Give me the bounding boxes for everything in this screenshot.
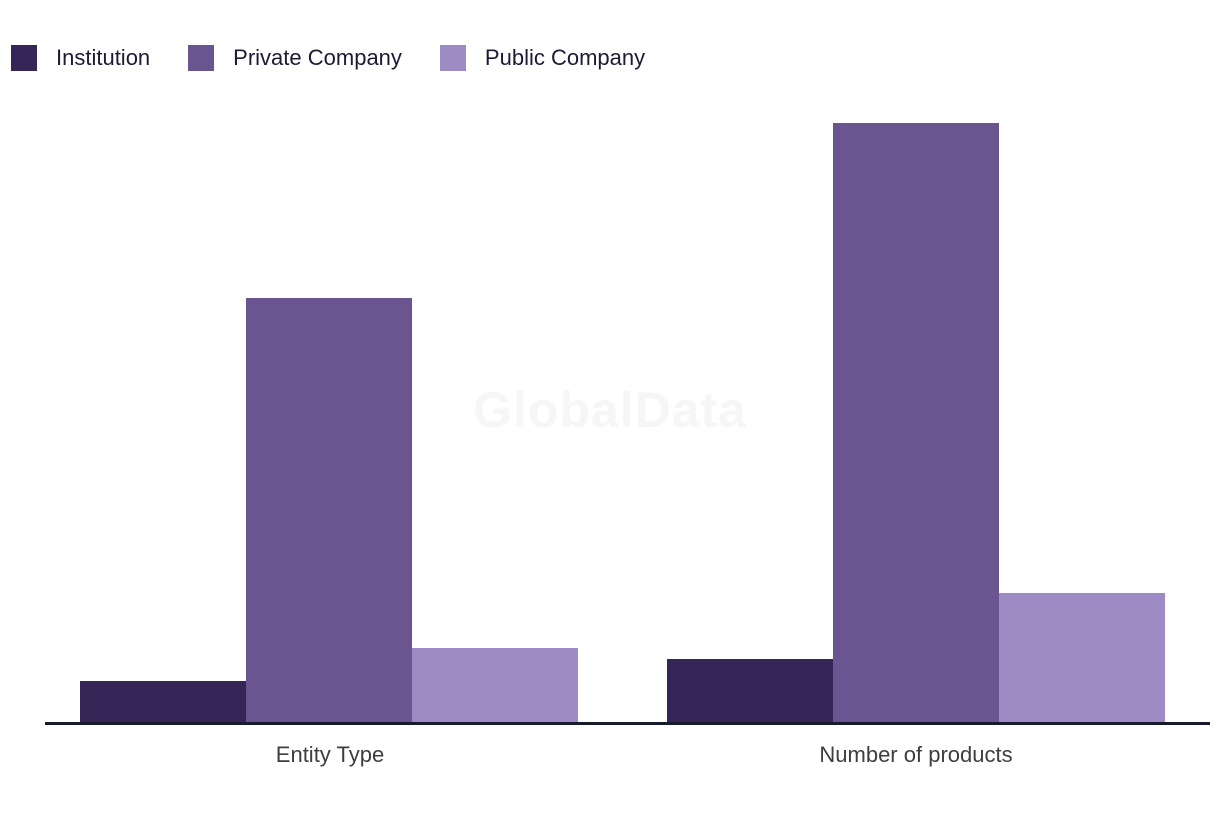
legend-item-private-company[interactable]: Private Company xyxy=(188,44,402,72)
bar-entity-type-public-company xyxy=(412,648,578,722)
legend-label-institution: Institution xyxy=(56,45,151,70)
bar-number-of-products-institution xyxy=(667,659,833,722)
x-axis-label-number-of-products: Number of products xyxy=(819,742,1013,767)
bar-entity-type-private-company xyxy=(246,298,412,722)
legend-item-institution[interactable]: Institution xyxy=(11,44,150,72)
legend-label-private-company: Private Company xyxy=(233,45,402,70)
bar-number-of-products-private-company xyxy=(833,123,999,722)
plot-area xyxy=(45,100,1210,722)
legend-swatch-public-company xyxy=(439,45,466,71)
legend-swatch-institution xyxy=(11,45,37,71)
bar-entity-type-institution xyxy=(80,681,246,722)
x-axis-line xyxy=(45,722,1210,725)
legend-swatch-private-company xyxy=(188,45,215,71)
legend-item-public-company[interactable]: Public Company xyxy=(439,44,646,72)
x-axis-label-entity-type: Entity Type xyxy=(275,742,385,767)
chart-legend: Institution Private Company Public Compa… xyxy=(11,44,645,72)
legend-label-public-company: Public Company xyxy=(484,45,646,70)
bar-number-of-products-public-company xyxy=(999,593,1165,722)
